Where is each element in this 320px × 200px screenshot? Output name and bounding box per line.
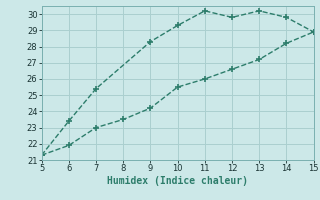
X-axis label: Humidex (Indice chaleur): Humidex (Indice chaleur) bbox=[107, 176, 248, 186]
